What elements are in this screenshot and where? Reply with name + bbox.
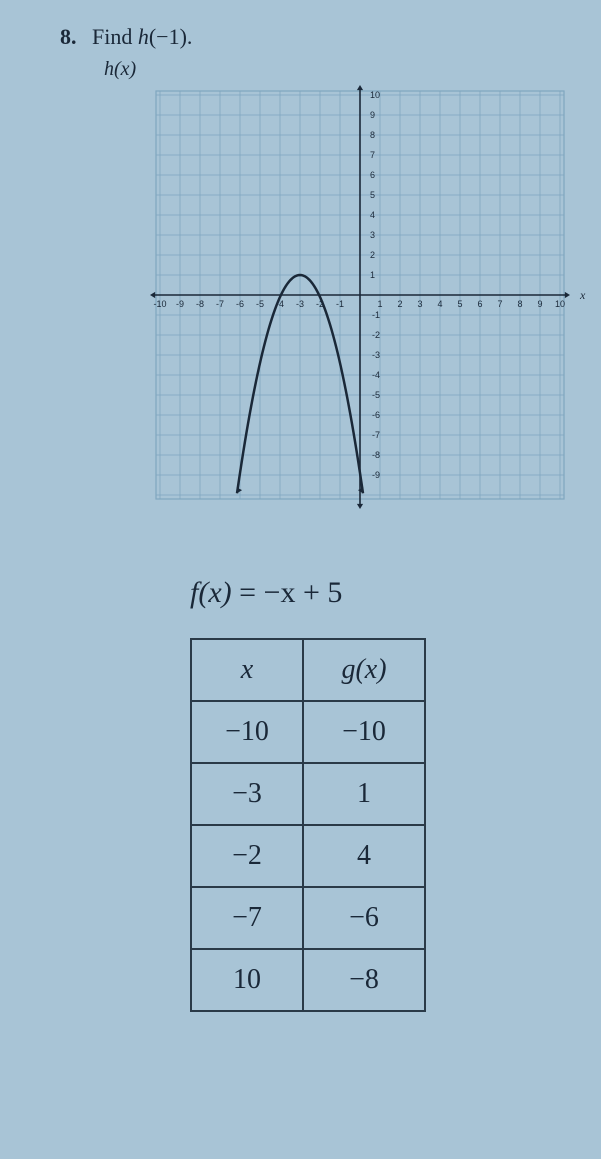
svg-text:6: 6 <box>370 170 375 180</box>
cell-g: 4 <box>303 825 425 887</box>
question-prompt: 8. Find h(−1). <box>60 24 571 50</box>
graph: -10-9-8-7-6-5-4-3-2-11234567891010987654… <box>104 85 571 520</box>
svg-text:-3: -3 <box>296 299 304 309</box>
svg-text:7: 7 <box>370 150 375 160</box>
svg-text:-5: -5 <box>372 390 380 400</box>
cell-x: −7 <box>191 887 303 949</box>
formula-rhs: = −x + 5 <box>239 576 342 609</box>
svg-text:3: 3 <box>417 299 422 309</box>
svg-text:10: 10 <box>370 90 380 100</box>
svg-text:1: 1 <box>370 270 375 280</box>
svg-text:-4: -4 <box>372 370 380 380</box>
svg-text:-8: -8 <box>372 450 380 460</box>
prompt-prefix: Find <box>92 24 138 49</box>
page: 8. Find h(−1). h(x) -10 -9 -8 -7 -6 -5 -4 -3 -2 -… <box>0 0 601 1159</box>
table-header-g: g(x) <box>303 639 425 701</box>
svg-text:-9: -9 <box>372 470 380 480</box>
cell-g: 1 <box>303 763 425 825</box>
svg-text:5: 5 <box>370 190 375 200</box>
table-row: −3 1 <box>191 763 425 825</box>
svg-text:10: 10 <box>555 299 565 309</box>
svg-text:8: 8 <box>370 130 375 140</box>
gx-table: x g(x) −10 −10 −3 1 −2 4 −7 −6 10 −8 <box>190 638 426 1012</box>
table-header-row: x g(x) <box>191 639 425 701</box>
svg-text:-2: -2 <box>372 330 380 340</box>
graph-fn-label: h(x) <box>104 58 571 81</box>
table-row: −10 −10 <box>191 701 425 763</box>
svg-text:-7: -7 <box>216 299 224 309</box>
cell-x: −2 <box>191 825 303 887</box>
prompt-arg: (−1) <box>149 24 187 49</box>
table-row: −7 −6 <box>191 887 425 949</box>
svg-text:-7: -7 <box>372 430 380 440</box>
svg-text:1: 1 <box>377 299 382 309</box>
gx-table-wrap: x g(x) −10 −10 −3 1 −2 4 −7 −6 10 −8 <box>190 638 571 1012</box>
prompt-fn: h <box>138 24 149 49</box>
svg-text:2: 2 <box>397 299 402 309</box>
table-header-x: x <box>191 639 303 701</box>
svg-text:3: 3 <box>370 230 375 240</box>
svg-text:-9: -9 <box>176 299 184 309</box>
svg-text:6: 6 <box>477 299 482 309</box>
svg-text:4: 4 <box>437 299 442 309</box>
graph-svg: -10-9-8-7-6-5-4-3-2-11234567891010987654… <box>104 85 601 515</box>
svg-text:x: x <box>579 288 586 302</box>
svg-text:4: 4 <box>370 210 375 220</box>
svg-text:-3: -3 <box>372 350 380 360</box>
svg-text:9: 9 <box>370 110 375 120</box>
table-row: 10 −8 <box>191 949 425 1011</box>
prompt-suffix: . <box>187 24 193 49</box>
svg-text:-10: -10 <box>153 299 166 309</box>
svg-text:-1: -1 <box>336 299 344 309</box>
svg-text:7: 7 <box>497 299 502 309</box>
table-row: −2 4 <box>191 825 425 887</box>
formula: f(x) = −x + 5 <box>190 576 571 610</box>
question-number: 8. <box>60 24 77 49</box>
cell-x: −10 <box>191 701 303 763</box>
svg-text:8: 8 <box>517 299 522 309</box>
cell-x: 10 <box>191 949 303 1011</box>
cell-g: −10 <box>303 701 425 763</box>
svg-text:-8: -8 <box>196 299 204 309</box>
cell-g: −8 <box>303 949 425 1011</box>
svg-text:2: 2 <box>370 250 375 260</box>
svg-text:-6: -6 <box>236 299 244 309</box>
formula-lhs: f(x) <box>190 576 232 609</box>
cell-x: −3 <box>191 763 303 825</box>
svg-text:-5: -5 <box>256 299 264 309</box>
cell-g: −6 <box>303 887 425 949</box>
svg-text:-1: -1 <box>372 310 380 320</box>
svg-text:9: 9 <box>537 299 542 309</box>
svg-text:-6: -6 <box>372 410 380 420</box>
svg-text:5: 5 <box>457 299 462 309</box>
